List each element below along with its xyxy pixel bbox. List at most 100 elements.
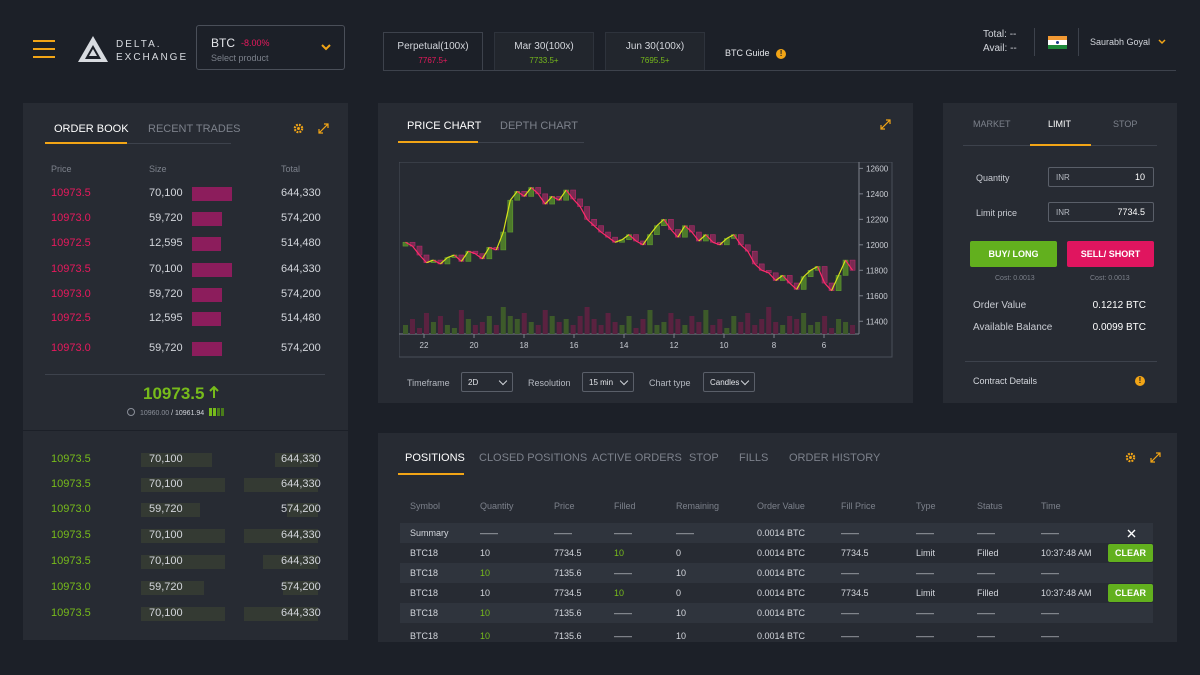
buy-long-button[interactable]: BUY/ LONG	[970, 241, 1057, 267]
tab-fills[interactable]: FILLS	[739, 452, 769, 464]
price-line-segment	[460, 250, 469, 262]
volume-bar	[403, 325, 409, 334]
user-menu[interactable]: Saurabh Goyal	[1090, 37, 1166, 47]
limit-price-field[interactable]: INR 7734.5	[1048, 202, 1154, 222]
cell-symbol: BTC18	[410, 588, 439, 598]
price-line-segment	[845, 259, 854, 271]
bid-row[interactable]: 10973.5 70,100 644,330	[23, 450, 348, 470]
price-line-segment	[447, 254, 455, 259]
ask-row[interactable]: 10973.0 59,720 574,200	[23, 339, 348, 359]
volume-bar	[675, 319, 681, 334]
volume-bar	[500, 307, 506, 334]
cell-symbol: BTC18	[410, 568, 439, 578]
tab-depth-chart[interactable]: DEPTH CHART	[500, 120, 579, 132]
cell-price: 7135.6	[554, 631, 582, 641]
tab-recent-trades[interactable]: RECENT TRADES	[148, 123, 241, 135]
ask-depth-bar	[192, 288, 222, 302]
volume-bar	[647, 310, 653, 334]
bid-row[interactable]: 10973.5 70,100 644,330	[23, 552, 348, 572]
btc-guide-label: BTC Guide	[725, 48, 770, 58]
ask-row[interactable]: 10972.5 12,595 514,480	[23, 309, 348, 329]
bid-row[interactable]: 10973.0 59,720 574,200	[23, 578, 348, 598]
candlestick-chart[interactable]: 12600 12400 12200 12000 11800 11600 11400 22 20 1…	[399, 162, 893, 358]
table-row[interactable]: BTC18 10 7734.5 10 0 0.0014 BTC 7734.5 Limit Fil…	[400, 583, 1153, 603]
bid-size-bar	[141, 503, 200, 517]
tab-perpetual[interactable]: Perpetual(100x) 7767.5+	[383, 32, 483, 70]
cell-value: 0.0014 BTC	[757, 528, 806, 538]
tab-mar30[interactable]: Mar 30(100x) 7733.5+	[494, 32, 594, 70]
ask-row[interactable]: 10973.0 59,720 574,200	[23, 285, 348, 305]
ask-price: 10973.5	[51, 187, 91, 199]
info-icon[interactable]: !	[1135, 376, 1145, 386]
timeframe-select[interactable]: 2D	[461, 372, 513, 392]
tab-underline	[1030, 144, 1091, 146]
volume-bar	[773, 322, 779, 334]
sell-short-button[interactable]: SELL/ SHORT	[1067, 241, 1154, 267]
price-line-segment	[544, 195, 553, 205]
bid-price: 10973.5	[51, 478, 91, 490]
tab-stop[interactable]: STOP	[689, 452, 719, 464]
table-row[interactable]: BTC18 10 7135.6 —— 10 0.0014 BTC —— —— —— ——	[400, 563, 1153, 583]
tab-closed-positions[interactable]: CLOSED POSITIONS	[479, 452, 588, 464]
tab-order-history[interactable]: ORDER HISTORY	[789, 452, 881, 464]
expand-icon[interactable]	[880, 119, 891, 130]
index-price: 10960.00	[139, 410, 170, 417]
tab-stop[interactable]: STOP	[1113, 119, 1138, 129]
india-flag-icon[interactable]	[1048, 36, 1067, 49]
volume-bar	[472, 325, 478, 334]
clear-button[interactable]: CLEAR	[1108, 584, 1153, 602]
tab-order-book[interactable]: ORDER BOOK	[54, 123, 129, 135]
col-header: Price	[554, 501, 575, 511]
volume-bar	[829, 328, 835, 334]
clear-button[interactable]: CLEAR	[1108, 544, 1153, 562]
summary-row[interactable]: Summary —— —— —— —— 0.0014 BTC —— —— —— ——	[400, 523, 1153, 543]
bid-row[interactable]: 10973.5 70,100 644,330	[23, 475, 348, 495]
btc-guide-link[interactable]: BTC Guide !	[725, 48, 787, 59]
quantity-unit: INR	[1056, 173, 1070, 182]
volume-bar	[710, 325, 716, 334]
tab-market[interactable]: MARKET	[973, 119, 1011, 129]
volume-bar	[801, 313, 807, 334]
volume-bar	[486, 316, 492, 334]
quantity-field[interactable]: INR 10	[1048, 167, 1154, 187]
gear-icon[interactable]	[1125, 452, 1136, 463]
expand-icon[interactable]	[318, 123, 329, 134]
expand-icon[interactable]	[1150, 452, 1161, 463]
bid-row[interactable]: 10973.0 59,720 574,200	[23, 500, 348, 520]
volume-bar	[619, 325, 625, 334]
charttype-select[interactable]: Candles	[703, 372, 755, 392]
cell-price: ——	[554, 528, 572, 538]
ask-row[interactable]: 10973.5 70,100 644,330	[23, 260, 348, 280]
col-total: Total	[281, 164, 301, 174]
tab-price: 7695.5+	[640, 56, 670, 65]
ask-row[interactable]: 10973.5 70,100 644,330	[23, 184, 348, 204]
price-line-segment	[509, 190, 518, 201]
ask-row[interactable]: 10973.0 59,720 574,200	[23, 209, 348, 229]
product-selector[interactable]: BTC -8.00% Select product	[196, 25, 345, 70]
bid-row[interactable]: 10973.5 70,100 644,330	[23, 604, 348, 624]
table-row[interactable]: BTC18 10 7135.6 —— 10 0.0014 BTC —— —— —— ——	[400, 603, 1153, 623]
bid-price: 10973.0	[51, 581, 91, 593]
gear-icon[interactable]	[293, 123, 304, 134]
tab-price-chart[interactable]: PRICE CHART	[407, 120, 482, 132]
contract-details-link[interactable]: Contract Details	[973, 376, 1038, 386]
menu-icon[interactable]	[33, 40, 55, 64]
col-header: Order Value	[757, 501, 805, 511]
table-row[interactable]: BTC18 10 7734.5 10 0 0.0014 BTC 7734.5 Limit Fil…	[400, 543, 1153, 563]
tab-limit[interactable]: LIMIT	[1048, 119, 1072, 129]
resolution-select[interactable]: 15 min	[582, 372, 634, 392]
tab-active-orders[interactable]: ACTIVE ORDERS	[592, 452, 682, 464]
close-icon[interactable]	[1127, 529, 1136, 538]
cell-fill_price: ——	[841, 528, 859, 538]
table-row[interactable]: BTC18 10 7135.6 —— 10 0.0014 BTC —— —— —— ——	[400, 626, 1153, 646]
tab-positions[interactable]: POSITIONS	[405, 452, 465, 464]
bid-size-bar	[141, 555, 225, 569]
price-line-segment	[740, 244, 749, 252]
tab-jun30[interactable]: Jun 30(100x) 7695.5+	[605, 32, 705, 70]
cell-value: 0.0014 BTC	[757, 568, 806, 578]
bid-row[interactable]: 10973.5 70,100 644,330	[23, 526, 348, 546]
logo[interactable]: DELTA. EXCHANGE	[76, 34, 186, 64]
x-tick-label: 16	[570, 341, 579, 350]
bid-price: 10973.5	[51, 529, 91, 541]
ask-row[interactable]: 10972.5 12,595 514,480	[23, 234, 348, 254]
